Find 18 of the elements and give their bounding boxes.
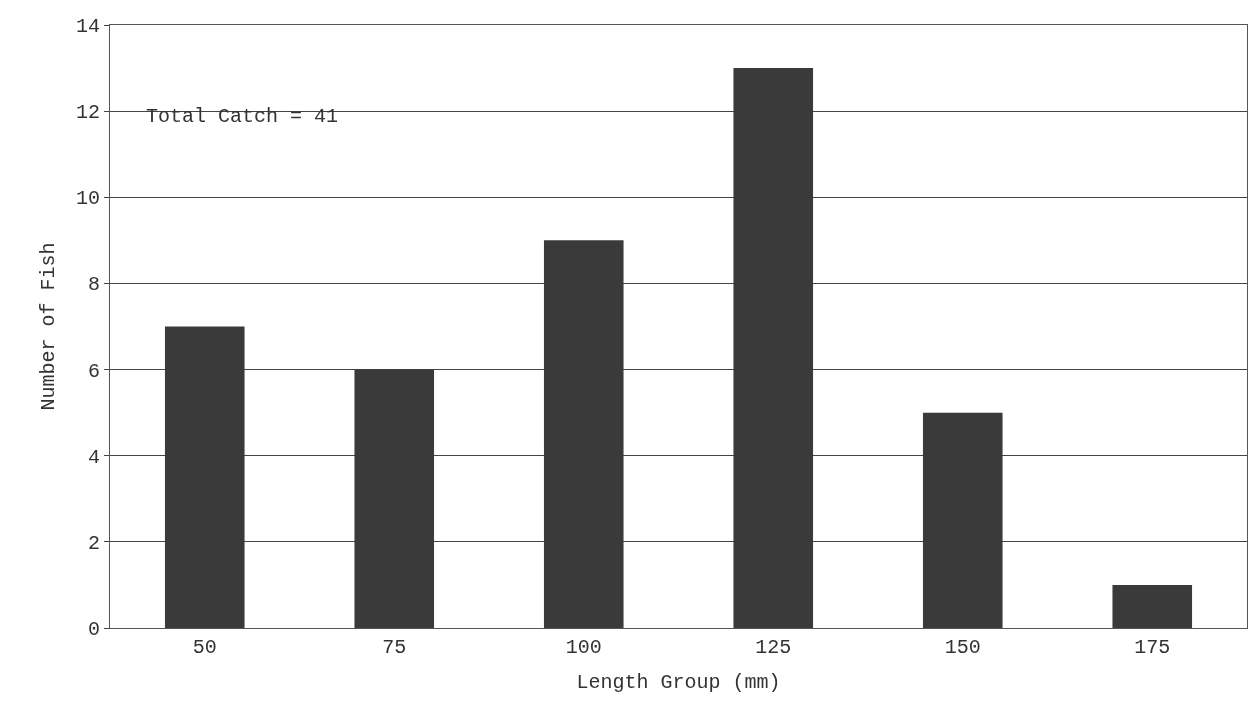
y-tick-label: 0 bbox=[87, 618, 100, 641]
x-tick-label: 150 bbox=[944, 636, 981, 659]
x-tick-label: 125 bbox=[755, 636, 792, 659]
y-axis-title: Number of Fish bbox=[37, 242, 61, 411]
bar bbox=[1112, 584, 1193, 628]
y-tick-label: 12 bbox=[75, 101, 100, 125]
y-tick-label: 8 bbox=[87, 273, 100, 297]
x-tick-label: 75 bbox=[382, 636, 407, 659]
y-tick-label: 6 bbox=[87, 359, 100, 383]
y-tick-label: 14 bbox=[75, 15, 100, 38]
y-tick-label: 4 bbox=[87, 445, 100, 469]
y-tick-label: 10 bbox=[75, 187, 100, 211]
x-tick-label: 50 bbox=[192, 636, 217, 659]
y-tick-label: 2 bbox=[87, 531, 100, 555]
x-tick-label: 100 bbox=[565, 636, 602, 659]
annotation: Total Catch = 41 bbox=[146, 105, 339, 128]
x-axis-title: Length Group (mm) bbox=[576, 670, 781, 694]
x-tick-label: 175 bbox=[1134, 636, 1171, 659]
